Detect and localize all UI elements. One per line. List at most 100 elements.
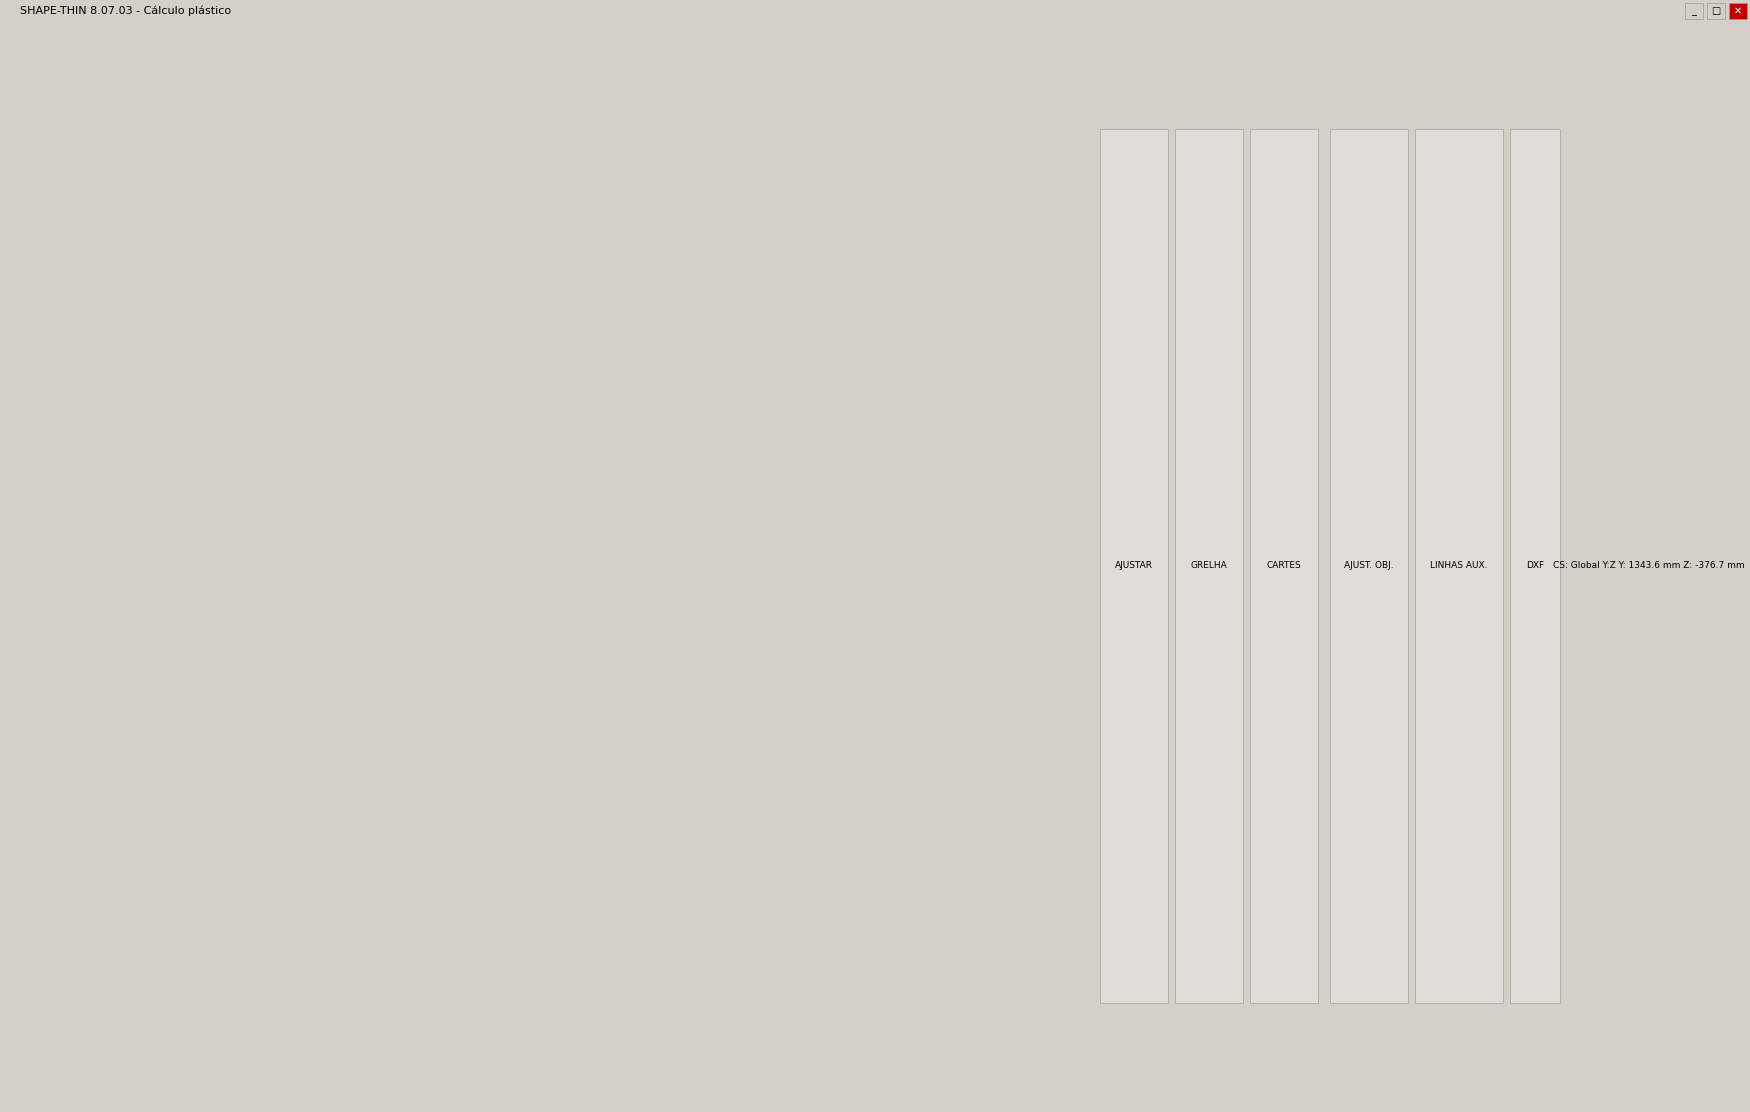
Bar bbox=[380, 64, 397, 82]
Text: 37.4: 37.4 bbox=[616, 279, 635, 288]
Text: Cálculo: Cálculo bbox=[170, 26, 208, 36]
Bar bbox=[424, 555, 443, 573]
Bar bbox=[579, 87, 597, 101]
Text: Momentos fletores
Mz [kNm]: Momentos fletores Mz [kNm] bbox=[835, 603, 906, 622]
Bar bbox=[642, 631, 728, 653]
Bar bbox=[247, 64, 264, 82]
Text: ⚙: ⚙ bbox=[612, 443, 621, 453]
Bar bbox=[880, 64, 961, 81]
Bar bbox=[178, 675, 228, 697]
Text: Ver: Ver bbox=[100, 26, 117, 36]
Bar bbox=[49, 64, 66, 82]
Text: y: y bbox=[786, 464, 793, 477]
Bar bbox=[180, 64, 200, 82]
Text: DXF: DXF bbox=[1526, 562, 1544, 570]
Text: σx [N/mm²]: σx [N/mm²] bbox=[579, 193, 637, 203]
Text: 800.00: 800.00 bbox=[430, 637, 462, 646]
Bar bbox=[408, 653, 483, 675]
Bar bbox=[178, 697, 228, 719]
Text: 1450.00: 1450.00 bbox=[504, 637, 542, 646]
Bar bbox=[359, 555, 376, 573]
Text: ✕: ✕ bbox=[621, 89, 628, 99]
Bar bbox=[483, 631, 564, 653]
Bar bbox=[698, 556, 747, 572]
Text: Tabela: Tabela bbox=[340, 26, 373, 36]
Text: CARTES: CARTES bbox=[1267, 562, 1302, 570]
Bar bbox=[408, 593, 483, 631]
Text: Resultados: Resultados bbox=[133, 1074, 175, 1083]
Bar bbox=[247, 42, 264, 60]
Bar bbox=[728, 631, 822, 653]
Text: 8.4: 8.4 bbox=[943, 444, 957, 454]
Bar bbox=[1330, 129, 1409, 1003]
Text: K: K bbox=[971, 579, 980, 589]
Bar bbox=[402, 555, 420, 573]
Text: 174.5: 174.5 bbox=[611, 415, 635, 424]
Bar bbox=[334, 64, 354, 82]
Bar bbox=[228, 575, 278, 593]
Text: □: □ bbox=[602, 89, 611, 99]
Bar bbox=[248, 555, 266, 573]
Text: Linhas auxiliares: Linhas auxiliares bbox=[28, 636, 114, 645]
Text: Inserir: Inserir bbox=[130, 26, 163, 36]
Text: Ａ: Ａ bbox=[642, 443, 648, 453]
Bar bbox=[278, 675, 338, 697]
Bar bbox=[919, 593, 1032, 631]
Text: Vistas: Vistas bbox=[98, 1074, 123, 1083]
Bar bbox=[919, 575, 1032, 593]
Text: Momentos de torção
Mxp [kNm]: Momentos de torção Mxp [kNm] bbox=[564, 603, 642, 622]
Bar bbox=[159, 42, 177, 60]
Bar bbox=[338, 675, 408, 697]
Bar bbox=[642, 675, 728, 697]
Bar bbox=[178, 653, 228, 675]
Bar bbox=[136, 42, 156, 60]
Text: _: _ bbox=[586, 89, 590, 99]
Text: CC1: CC1 bbox=[187, 120, 210, 130]
Bar bbox=[564, 575, 642, 593]
Text: □: □ bbox=[1068, 89, 1074, 99]
Bar bbox=[642, 593, 728, 631]
Text: Momentos fletores
My [kNm]: Momentos fletores My [kNm] bbox=[740, 603, 812, 622]
Bar bbox=[313, 555, 332, 573]
Text: 8; 8: Element 136.7 mm: 8; 8: Element 136.7 mm bbox=[37, 230, 158, 239]
Bar bbox=[278, 697, 338, 719]
Bar bbox=[178, 575, 228, 593]
Bar bbox=[556, 555, 574, 573]
Text: 3.1: 3.1 bbox=[616, 296, 630, 305]
Text: Tensões sigma-x [N/mm²]: Tensões sigma-x [N/mm²] bbox=[187, 106, 322, 116]
Bar bbox=[408, 675, 483, 697]
Bar bbox=[203, 42, 220, 60]
Text: z: z bbox=[271, 522, 280, 535]
Bar bbox=[578, 555, 597, 573]
Bar bbox=[228, 593, 278, 631]
Text: Áreas das células: Áreas das células bbox=[28, 520, 117, 529]
Text: Dados: Dados bbox=[10, 1074, 33, 1083]
Bar bbox=[564, 593, 642, 631]
Bar bbox=[728, 593, 822, 631]
Text: 0.00: 0.00 bbox=[966, 637, 985, 646]
Text: □: □ bbox=[1712, 6, 1720, 16]
Text: -168.3: -168.3 bbox=[616, 380, 642, 389]
Bar bbox=[483, 719, 564, 741]
Bar bbox=[228, 675, 278, 697]
Bar bbox=[1045, 87, 1060, 101]
Bar bbox=[483, 653, 564, 675]
Bar bbox=[338, 653, 408, 675]
Bar bbox=[1062, 87, 1080, 101]
Text: 5: 5 bbox=[200, 725, 206, 735]
Text: Posição
nº: Posição nº bbox=[189, 603, 217, 622]
Text: D: D bbox=[369, 579, 376, 589]
Bar bbox=[178, 593, 228, 631]
Bar bbox=[584, 275, 612, 291]
Text: Editar: Editar bbox=[60, 26, 91, 36]
Text: AJUSTAR: AJUSTAR bbox=[1115, 562, 1153, 570]
Bar bbox=[822, 719, 919, 741]
Bar bbox=[226, 42, 243, 60]
Bar bbox=[424, 64, 441, 82]
Bar bbox=[446, 555, 464, 573]
Bar bbox=[919, 631, 1032, 653]
Bar bbox=[642, 575, 728, 593]
Bar bbox=[278, 631, 338, 653]
Text: CC1: CC1 bbox=[714, 559, 733, 569]
Text: Comentário: Comentário bbox=[1368, 607, 1414, 616]
